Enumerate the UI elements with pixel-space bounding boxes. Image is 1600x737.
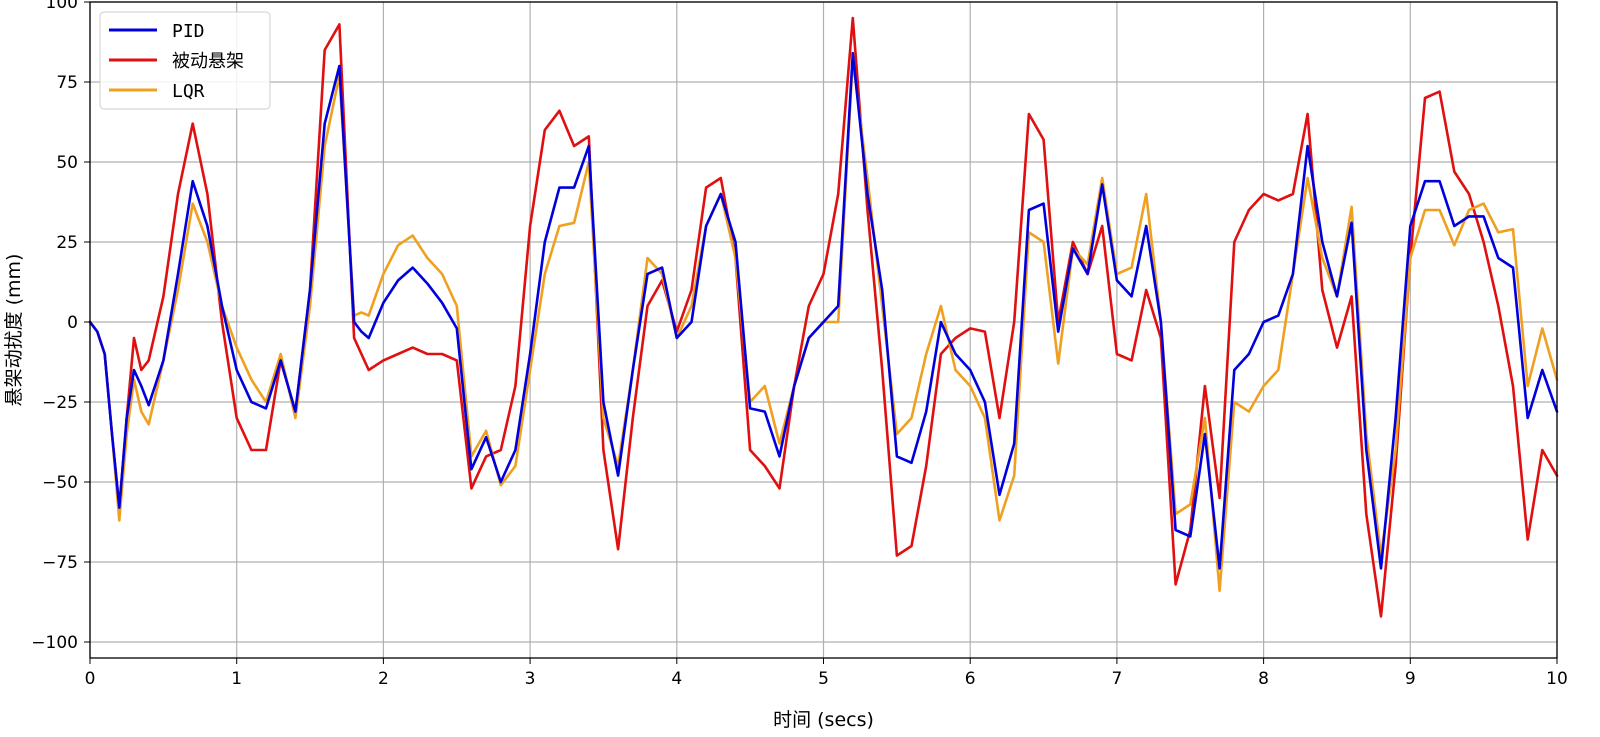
y-tick-label: 50 [56, 153, 78, 173]
axis-ticks: 0 1 2 3 4 5 6 7 8 9 10 −100 −75 −50 −25 0 25 50 75 100 [31, 0, 1568, 689]
legend-box [99, 11, 271, 110]
y-tick-label: 100 [46, 0, 78, 13]
x-tick-label: 9 [1405, 669, 1416, 689]
y-tick-label: 0 [67, 313, 78, 333]
x-tick-label: 4 [671, 669, 682, 689]
y-tick-label: −50 [42, 473, 78, 493]
series-layer [88, 16, 1559, 618]
x-tick-label: 7 [1111, 669, 1122, 689]
x-tick-label: 2 [378, 669, 389, 689]
x-tick-label: 1 [231, 669, 242, 689]
y-tick-label: −100 [31, 633, 78, 653]
x-axis-label: 时间 (secs) [773, 709, 874, 731]
legend: PID 被动悬架 LQR [99, 11, 271, 110]
x-tick-label: 10 [1546, 669, 1568, 689]
y-axis-label: 悬架动扰度 (mm) [3, 254, 25, 407]
x-tick-label: 3 [525, 669, 536, 689]
legend-label: LQR [172, 81, 205, 102]
y-tick-label: −25 [42, 393, 78, 413]
x-tick-label: 8 [1258, 669, 1269, 689]
y-tick-label: 75 [56, 73, 78, 93]
x-tick-label: 5 [818, 669, 829, 689]
y-tick-label: 25 [56, 233, 78, 253]
legend-label: PID [172, 21, 205, 42]
series-line-0 [88, 51, 1559, 570]
y-tick-label: −75 [42, 553, 78, 573]
legend-label: 被动悬架 [172, 51, 244, 72]
x-tick-label: 6 [965, 669, 976, 689]
x-tick-label: 0 [85, 669, 96, 689]
